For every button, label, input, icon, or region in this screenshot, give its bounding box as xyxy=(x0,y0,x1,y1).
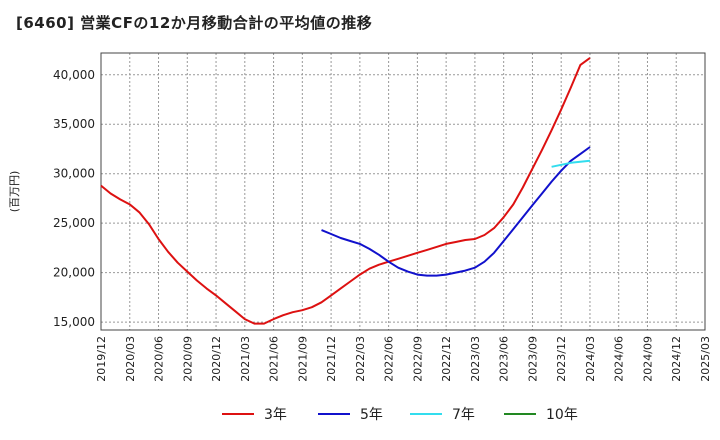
x-tick-label: 2021/06 xyxy=(268,336,281,382)
series-line-7年 xyxy=(551,159,591,168)
series-line-3年 xyxy=(100,57,591,325)
x-tick-label: 2021/09 xyxy=(296,336,309,382)
x-tick-label: 2024/09 xyxy=(641,336,654,382)
chart-title: [6460] 営業CFの12か月移動合計の平均値の推移 xyxy=(16,14,373,32)
x-tick-label: 2021/12 xyxy=(325,336,338,382)
legend-label: 3年 xyxy=(264,407,287,423)
legend-label: 5年 xyxy=(360,407,383,423)
x-tick-label: 2025/03 xyxy=(699,336,712,382)
x-tick-label: 2022/06 xyxy=(383,336,396,382)
x-tick-label: 2024/06 xyxy=(613,336,626,382)
x-tick-label: 2023/06 xyxy=(498,336,511,382)
x-tick-label: 2019/12 xyxy=(95,336,108,382)
x-tick-label: 2020/09 xyxy=(181,336,194,382)
x-tick-label: 2024/12 xyxy=(670,336,683,382)
legend-label: 7年 xyxy=(452,407,475,423)
y-tick-label: 40,000 xyxy=(53,68,95,82)
x-tick-label: 2022/12 xyxy=(440,336,453,382)
x-tick-label: 2020/03 xyxy=(124,336,137,382)
x-tick-label: 2022/03 xyxy=(354,336,367,382)
y-tick-label: 20,000 xyxy=(53,266,95,280)
x-tick-label: 2020/12 xyxy=(210,336,223,382)
x-tick-label: 2021/03 xyxy=(239,336,252,382)
plot-frame xyxy=(100,52,706,331)
y-tick-label: 30,000 xyxy=(53,167,95,181)
y-tick-label: 25,000 xyxy=(53,216,95,230)
y-tick-label: 35,000 xyxy=(53,117,95,131)
plot-area xyxy=(101,53,705,330)
x-tick-label: 2023/03 xyxy=(469,336,482,382)
series-line-5年 xyxy=(321,146,591,277)
x-tick-label: 2022/09 xyxy=(411,336,424,382)
x-tick-label: 2020/06 xyxy=(153,336,166,382)
x-tick-label: 2023/12 xyxy=(555,336,568,382)
x-tick-label: 2024/03 xyxy=(584,336,597,382)
legend-label: 10年 xyxy=(546,407,578,423)
x-tick-label: 2023/09 xyxy=(526,336,539,382)
y-tick-label: 15,000 xyxy=(53,315,95,329)
y-axis-label: (百万円) xyxy=(8,171,21,213)
